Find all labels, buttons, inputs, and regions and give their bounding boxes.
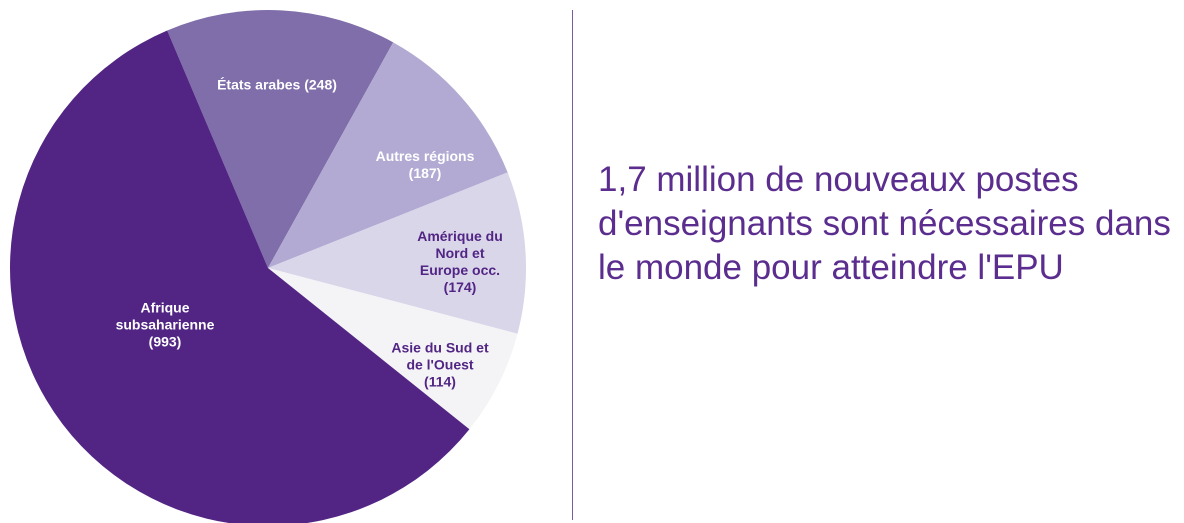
slice-label: Autres régions (187) <box>370 148 480 182</box>
category-label: États arabes <box>217 76 301 93</box>
value-label: (187) <box>408 165 442 181</box>
pie-slice <box>268 172 527 334</box>
pie-chart <box>10 10 527 523</box>
pie-slice <box>167 10 394 269</box>
caption: 1,7 million de nouveaux postes d'enseign… <box>598 160 1171 287</box>
pie-slice <box>10 30 470 523</box>
category-label: Afrique subsaharienne <box>115 299 215 333</box>
value-label: (248) <box>304 76 337 93</box>
pie-slice <box>268 42 508 268</box>
category-label: Amérique du Nord et Europe occ. <box>417 228 503 278</box>
slice-label: Amérique du Nord et Europe occ. (174) <box>410 228 510 296</box>
value-label: (174) <box>443 279 477 295</box>
value-label: (114) <box>424 373 456 390</box>
category-label: Asie du Sud et de l'Ouest <box>391 339 489 373</box>
slice-label: Afrique subsaharienne (993) <box>100 300 230 351</box>
category-label: Autres régions <box>375 148 475 164</box>
slice-label: Asie du Sud et de l'Ouest (114) <box>390 340 490 391</box>
slice-label: États arabes (248) <box>217 77 337 94</box>
value-label: (993) <box>148 333 182 350</box>
pie-slice <box>268 268 518 430</box>
divider <box>572 10 573 520</box>
